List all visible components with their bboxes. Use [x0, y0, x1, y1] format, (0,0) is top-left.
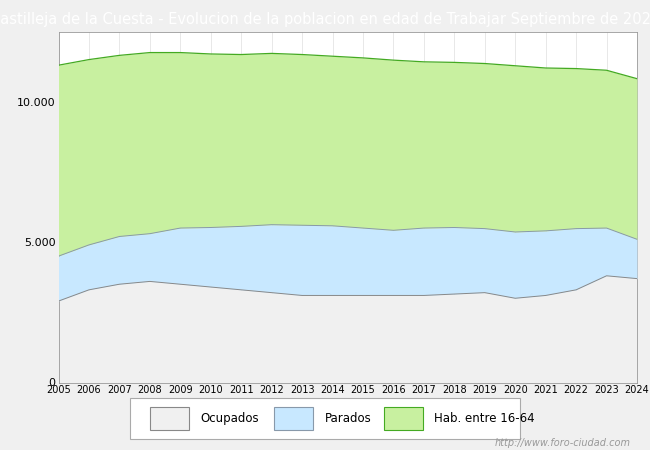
Text: Parados: Parados	[325, 412, 372, 425]
FancyBboxPatch shape	[274, 407, 313, 430]
Text: http://www.foro-ciudad.com: http://www.foro-ciudad.com	[495, 438, 630, 448]
Text: Ocupados: Ocupados	[200, 412, 259, 425]
Text: Castilleja de la Cuesta - Evolucion de la poblacion en edad de Trabajar Septiemb: Castilleja de la Cuesta - Evolucion de l…	[0, 12, 650, 27]
FancyBboxPatch shape	[384, 407, 423, 430]
Text: Hab. entre 16-64: Hab. entre 16-64	[434, 412, 535, 425]
FancyBboxPatch shape	[150, 407, 188, 430]
